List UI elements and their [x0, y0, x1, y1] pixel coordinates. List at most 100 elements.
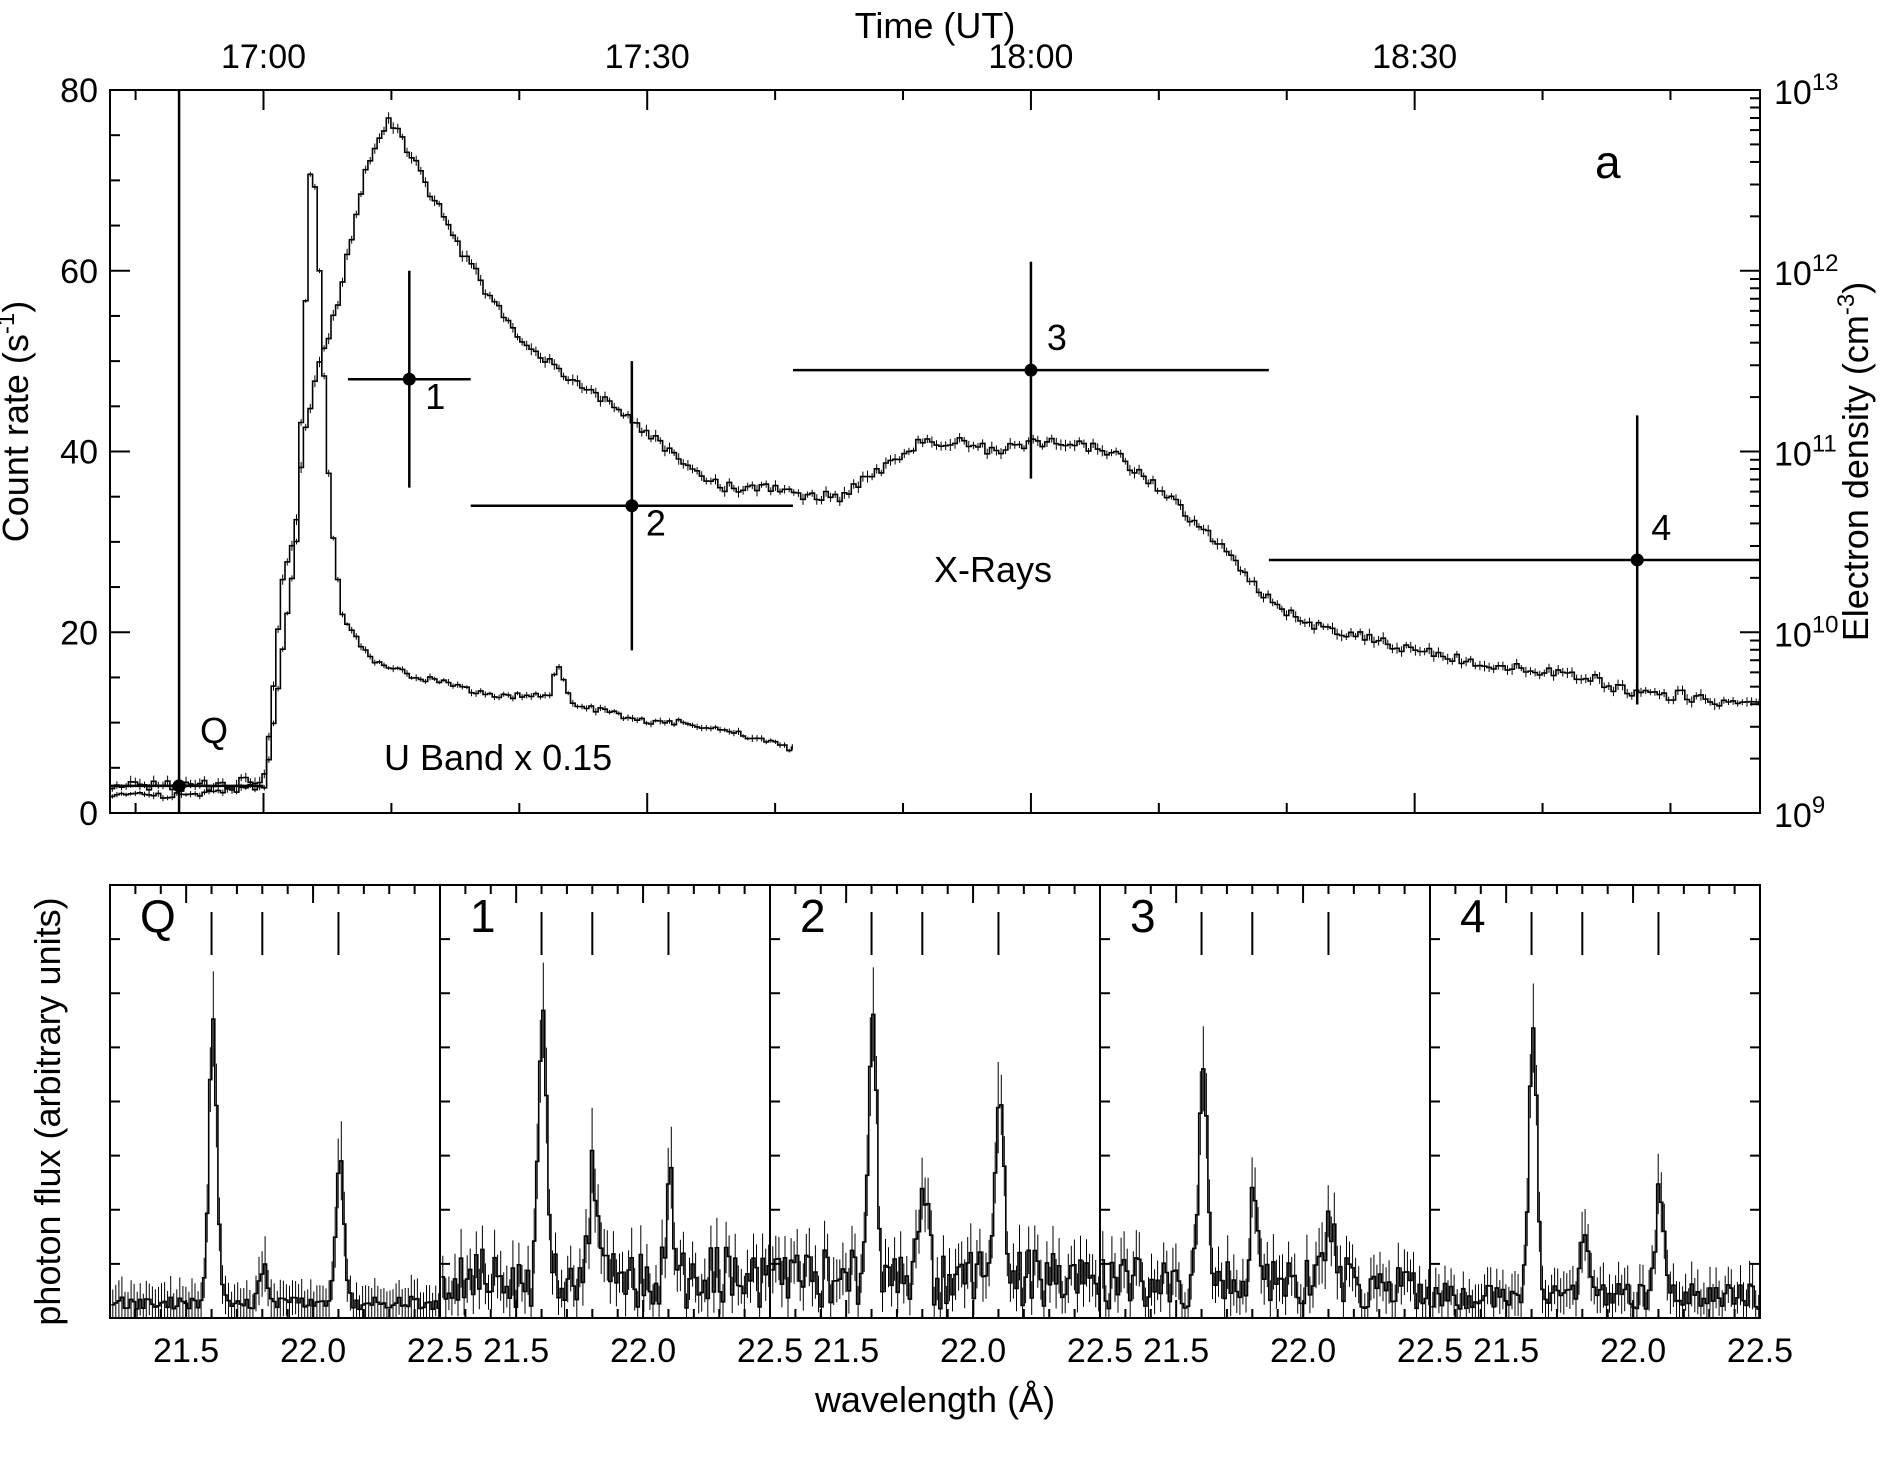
interval-point: [625, 499, 639, 513]
spectrum-x-tick-label: 21.5: [483, 1332, 549, 1370]
density-tick-label: 109: [1774, 792, 1825, 835]
interval-label: 4: [1651, 507, 1671, 548]
interval-point: [402, 372, 416, 386]
interval-point: [1024, 363, 1038, 377]
spectrum-panel-1: 21.5 22.0 22.5 1: [439, 884, 803, 1370]
count-axis-title-base: Count rate (s: [0, 334, 36, 542]
spectrum-x-tick-label: 22.5: [1727, 1332, 1793, 1370]
density-axis-title: Electron density (cm-3): [1833, 282, 1876, 641]
spectrum-x-tick-label: 22.0: [940, 1332, 1006, 1370]
spectrum-histogram: [1431, 1027, 1761, 1310]
density-tick-label-base: 10: [1774, 74, 1812, 112]
spectrum-x-tick-label: 22.0: [610, 1332, 676, 1370]
spectrum-x-tick-label: 22.5: [1397, 1332, 1463, 1370]
annotation-x-rays: X-Rays: [934, 549, 1052, 590]
count-axis-title: Count rate (s-1): [0, 301, 36, 542]
density-intervals: 1 2 3 4: [110, 90, 1760, 813]
time-axis-title: Time (UT): [855, 5, 1016, 46]
spectrum-x-tick-label: 21.5: [1143, 1332, 1209, 1370]
spectrum-error-bars: [442, 962, 770, 1318]
spectrum-x-tick-label: 21.5: [813, 1332, 879, 1370]
spectrum-histogram: [111, 1018, 441, 1311]
spectrum-error-bars: [1432, 983, 1760, 1318]
annotation-u-band: U Band x 0.15: [384, 737, 612, 778]
interval-2: 2: [470, 361, 794, 651]
spectrum-x-tick-label: 22.0: [280, 1332, 346, 1370]
density-tick-label: 1013: [1774, 69, 1839, 112]
spectrum-panel-label: 4: [1460, 890, 1486, 942]
interval-point: [172, 779, 186, 793]
interval-1: 1: [347, 270, 471, 488]
photon-flux-axis-title: photon flux (arbitrary units): [27, 897, 68, 1325]
annotations: Q U Band x 0.15 X-Rays a: [200, 136, 1621, 778]
spectrum-panel-3: 21.5 22.0 22.5 3: [1099, 884, 1463, 1370]
spectrum-panel-4: 21.5 22.0 22.5 4: [1429, 884, 1793, 1370]
series-line: [110, 173, 793, 799]
time-tick-label: 18:00: [988, 38, 1073, 76]
interval-label: 2: [646, 503, 666, 544]
density-tick-label: 1011: [1774, 431, 1837, 474]
spectrum-x-tick-label: 22.0: [1270, 1332, 1336, 1370]
interval-point: [1630, 553, 1644, 567]
count-tick-label: 80: [60, 72, 98, 110]
series-x-rays: [110, 112, 1760, 796]
count-tick-label: 0: [79, 795, 98, 833]
density-tick-label-sup: 11: [1812, 431, 1837, 458]
density-tick-label-base: 10: [1774, 616, 1812, 654]
density-tick-label: 1010: [1774, 611, 1839, 654]
density-tick-label: 1012: [1774, 250, 1839, 293]
series-u-band-x-0-15: [110, 171, 793, 802]
count-axis-title-end: ): [0, 301, 36, 313]
series-error-bars: [111, 171, 793, 802]
series-error-bars: [111, 112, 1760, 796]
spectrum-panel-label: 1: [470, 890, 496, 942]
wavelength-axis-title: wavelength (Å): [814, 1379, 1055, 1420]
spectrum-x-tick-label: 22.5: [407, 1332, 473, 1370]
time-tick-label: 17:30: [605, 38, 690, 76]
count-tick-label: 60: [60, 253, 98, 291]
density-tick-label-base: 10: [1774, 255, 1812, 293]
interval-label: 1: [425, 376, 445, 417]
density-tick-label-base: 10: [1774, 436, 1812, 474]
interval-q: [110, 90, 264, 813]
count-rate-axis: 0 20 40 60 80 Count rate (s-1): [0, 72, 130, 833]
density-tick-label-sup: 9: [1812, 792, 1825, 819]
series-line: [110, 117, 1760, 792]
density-axis-title-base: Electron density (cm: [1835, 315, 1876, 641]
spectrum-x-tick-label: 21.5: [1473, 1332, 1539, 1370]
spectrum-error-bars: [772, 967, 1100, 1318]
count-tick-label: 40: [60, 434, 98, 472]
interval-label: 3: [1047, 317, 1067, 358]
spectrum-panel-label: 3: [1130, 890, 1156, 942]
density-axis-title-sup: -3: [1833, 294, 1860, 315]
spectrum-histogram: [441, 1009, 771, 1309]
spectrum-error-bars: [112, 971, 440, 1318]
time-tick-label: 18:30: [1372, 38, 1457, 76]
spectrum-x-tick-label: 22.0: [1600, 1332, 1666, 1370]
interval-4: 4: [1268, 415, 1760, 705]
density-tick-label-sup: 10: [1812, 611, 1839, 638]
time-tick-label: 17:00: [221, 38, 306, 76]
count-tick-label: 20: [60, 614, 98, 652]
spectrum-panel-label: Q: [140, 890, 176, 942]
interval-3: 3: [793, 261, 1269, 479]
spectrum-panel-label: 2: [800, 890, 826, 942]
spectrum-histogram: [771, 1013, 1101, 1310]
density-tick-label-sup: 13: [1812, 69, 1839, 96]
density-tick-label-base: 10: [1774, 797, 1812, 835]
spectrum-histogram: [1101, 1068, 1431, 1310]
panel-label-a: a: [1595, 136, 1621, 188]
spectrum-x-tick-label: 22.5: [1067, 1332, 1133, 1370]
spectrum-x-tick-label: 21.5: [153, 1332, 219, 1370]
annotation-q: Q: [200, 710, 228, 751]
density-axis-title-end: ): [1835, 282, 1876, 294]
spectrum-x-tick-label: 22.5: [737, 1332, 803, 1370]
time-axis: 17:00 17:30 18:00 18:30 Time (UT): [134, 5, 1672, 813]
spectrum-panel-2: 21.5 22.0 22.5 2: [769, 884, 1133, 1370]
count-axis-title-sup: -1: [0, 313, 20, 334]
spectrum-error-bars: [1102, 1026, 1430, 1318]
